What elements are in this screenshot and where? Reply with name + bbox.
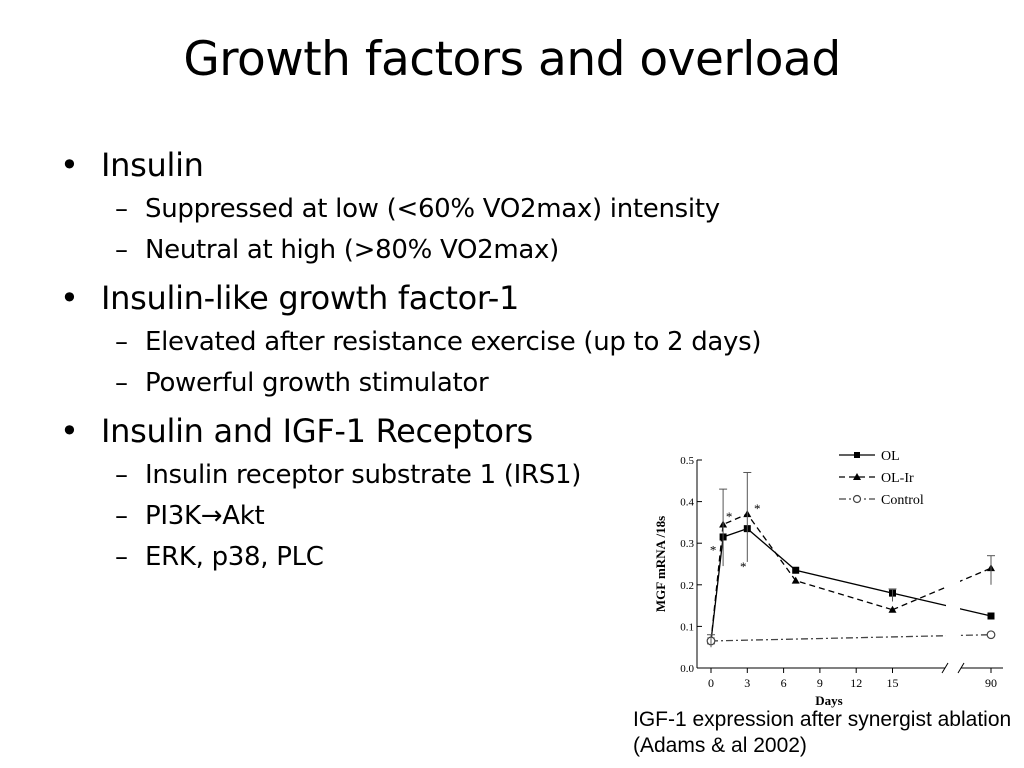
x-tick-label: 6 bbox=[781, 676, 787, 690]
break-mark bbox=[957, 662, 965, 674]
y-tick-label: 0.0 bbox=[680, 663, 694, 675]
sub-bullet-text: Suppressed at low (<60% VO2max) intensit… bbox=[145, 194, 720, 224]
axis-break-mask bbox=[946, 460, 960, 666]
sub-bullet: – PI3K→Akt bbox=[115, 501, 265, 531]
data-point-ol bbox=[792, 566, 800, 574]
sub-bullet: – Powerful growth stimulator bbox=[115, 368, 489, 398]
data-point-ol-ir bbox=[791, 576, 800, 584]
x-tick-label: 15 bbox=[887, 676, 899, 690]
series-line-ol-ir bbox=[892, 567, 992, 611]
break-mark bbox=[941, 662, 949, 674]
sub-bullet-text: Powerful growth stimulator bbox=[145, 368, 489, 398]
y-axis-label: MGF mRNA /18s bbox=[653, 516, 668, 612]
mgf-chart: 0.0 0.1 0.2 0.3 0.4 0.5 0 3 6 9 12 15 90 Days MGF mRNA… bbox=[643, 440, 1013, 712]
sub-bullet-text: PI3K→Akt bbox=[145, 501, 265, 531]
legend-marker bbox=[853, 473, 861, 480]
sub-bullet-text: ERK, p38, PLC bbox=[145, 542, 324, 572]
legend-label: OL bbox=[881, 449, 900, 464]
sub-bullet: – ERK, p38, PLC bbox=[115, 542, 324, 572]
bullet-insulin: Insulin bbox=[58, 140, 958, 190]
y-tick-label: 0.1 bbox=[680, 621, 694, 633]
sub-bullet-text: Elevated after resistance exercise (up t… bbox=[145, 327, 762, 357]
sub-bullet-text: Insulin receptor substrate 1 (IRS1) bbox=[145, 460, 582, 490]
y-tick-label: 0.3 bbox=[680, 538, 694, 550]
sub-bullet-text: Neutral at high (>80% VO2max) bbox=[145, 235, 559, 265]
bullet-list: Insulin –Suppressed at low (<60% VO2max)… bbox=[58, 134, 958, 574]
x-tick-label: 9 bbox=[817, 676, 823, 690]
bullet-igf1: Insulin-like growth factor-1 bbox=[58, 273, 958, 323]
sub-bullet: – Suppressed at low (<60% VO2max) intensi… bbox=[115, 194, 720, 224]
chart-svg: 0.0 0.1 0.2 0.3 0.4 0.5 0 3 6 9 12 15 90 Days MGF mRNA… bbox=[653, 449, 1003, 708]
bullet-receptors: Insulin and IGF-1 Receptors bbox=[58, 406, 958, 456]
legend-marker bbox=[852, 494, 862, 504]
y-tick-label: 0.4 bbox=[680, 497, 694, 509]
legend-label: OL-Ir bbox=[881, 471, 914, 486]
slide-title: Growth factors and overload bbox=[183, 32, 841, 87]
series-line-ol bbox=[710, 527, 893, 642]
series-line-ol bbox=[892, 592, 992, 617]
x-axis-label: Days bbox=[815, 693, 842, 708]
x-tick-label: 12 bbox=[850, 676, 862, 690]
legend-label: Control bbox=[881, 493, 924, 508]
data-point-control bbox=[986, 630, 996, 640]
sub-bullet: – Elevated after resistance exercise (up … bbox=[115, 327, 762, 357]
data-point-ol-ir bbox=[888, 605, 897, 613]
x-tick-label: 90 bbox=[985, 676, 997, 690]
data-point-ol bbox=[987, 612, 995, 620]
y-tick-label: 0.2 bbox=[680, 580, 694, 592]
significance-annotation: * bbox=[710, 542, 717, 557]
sub-bullet: – Insulin receptor substrate 1 (IRS1) bbox=[115, 460, 582, 490]
significance-annotation: * bbox=[740, 559, 747, 574]
series-line-control bbox=[710, 634, 992, 642]
significance-annotation: * bbox=[726, 509, 733, 524]
sub-bullet: – Neutral at high (>80% VO2max) bbox=[115, 235, 559, 265]
x-tick-label: 0 bbox=[708, 676, 714, 690]
figure-caption: IGF-1 expression after synergist ablatio… bbox=[633, 708, 1012, 757]
series-line-ol-ir bbox=[710, 513, 893, 642]
legend-marker bbox=[854, 452, 860, 458]
x-tick-label: 3 bbox=[744, 676, 750, 690]
significance-annotation: * bbox=[754, 501, 761, 516]
y-tick-label: 0.5 bbox=[680, 455, 694, 467]
